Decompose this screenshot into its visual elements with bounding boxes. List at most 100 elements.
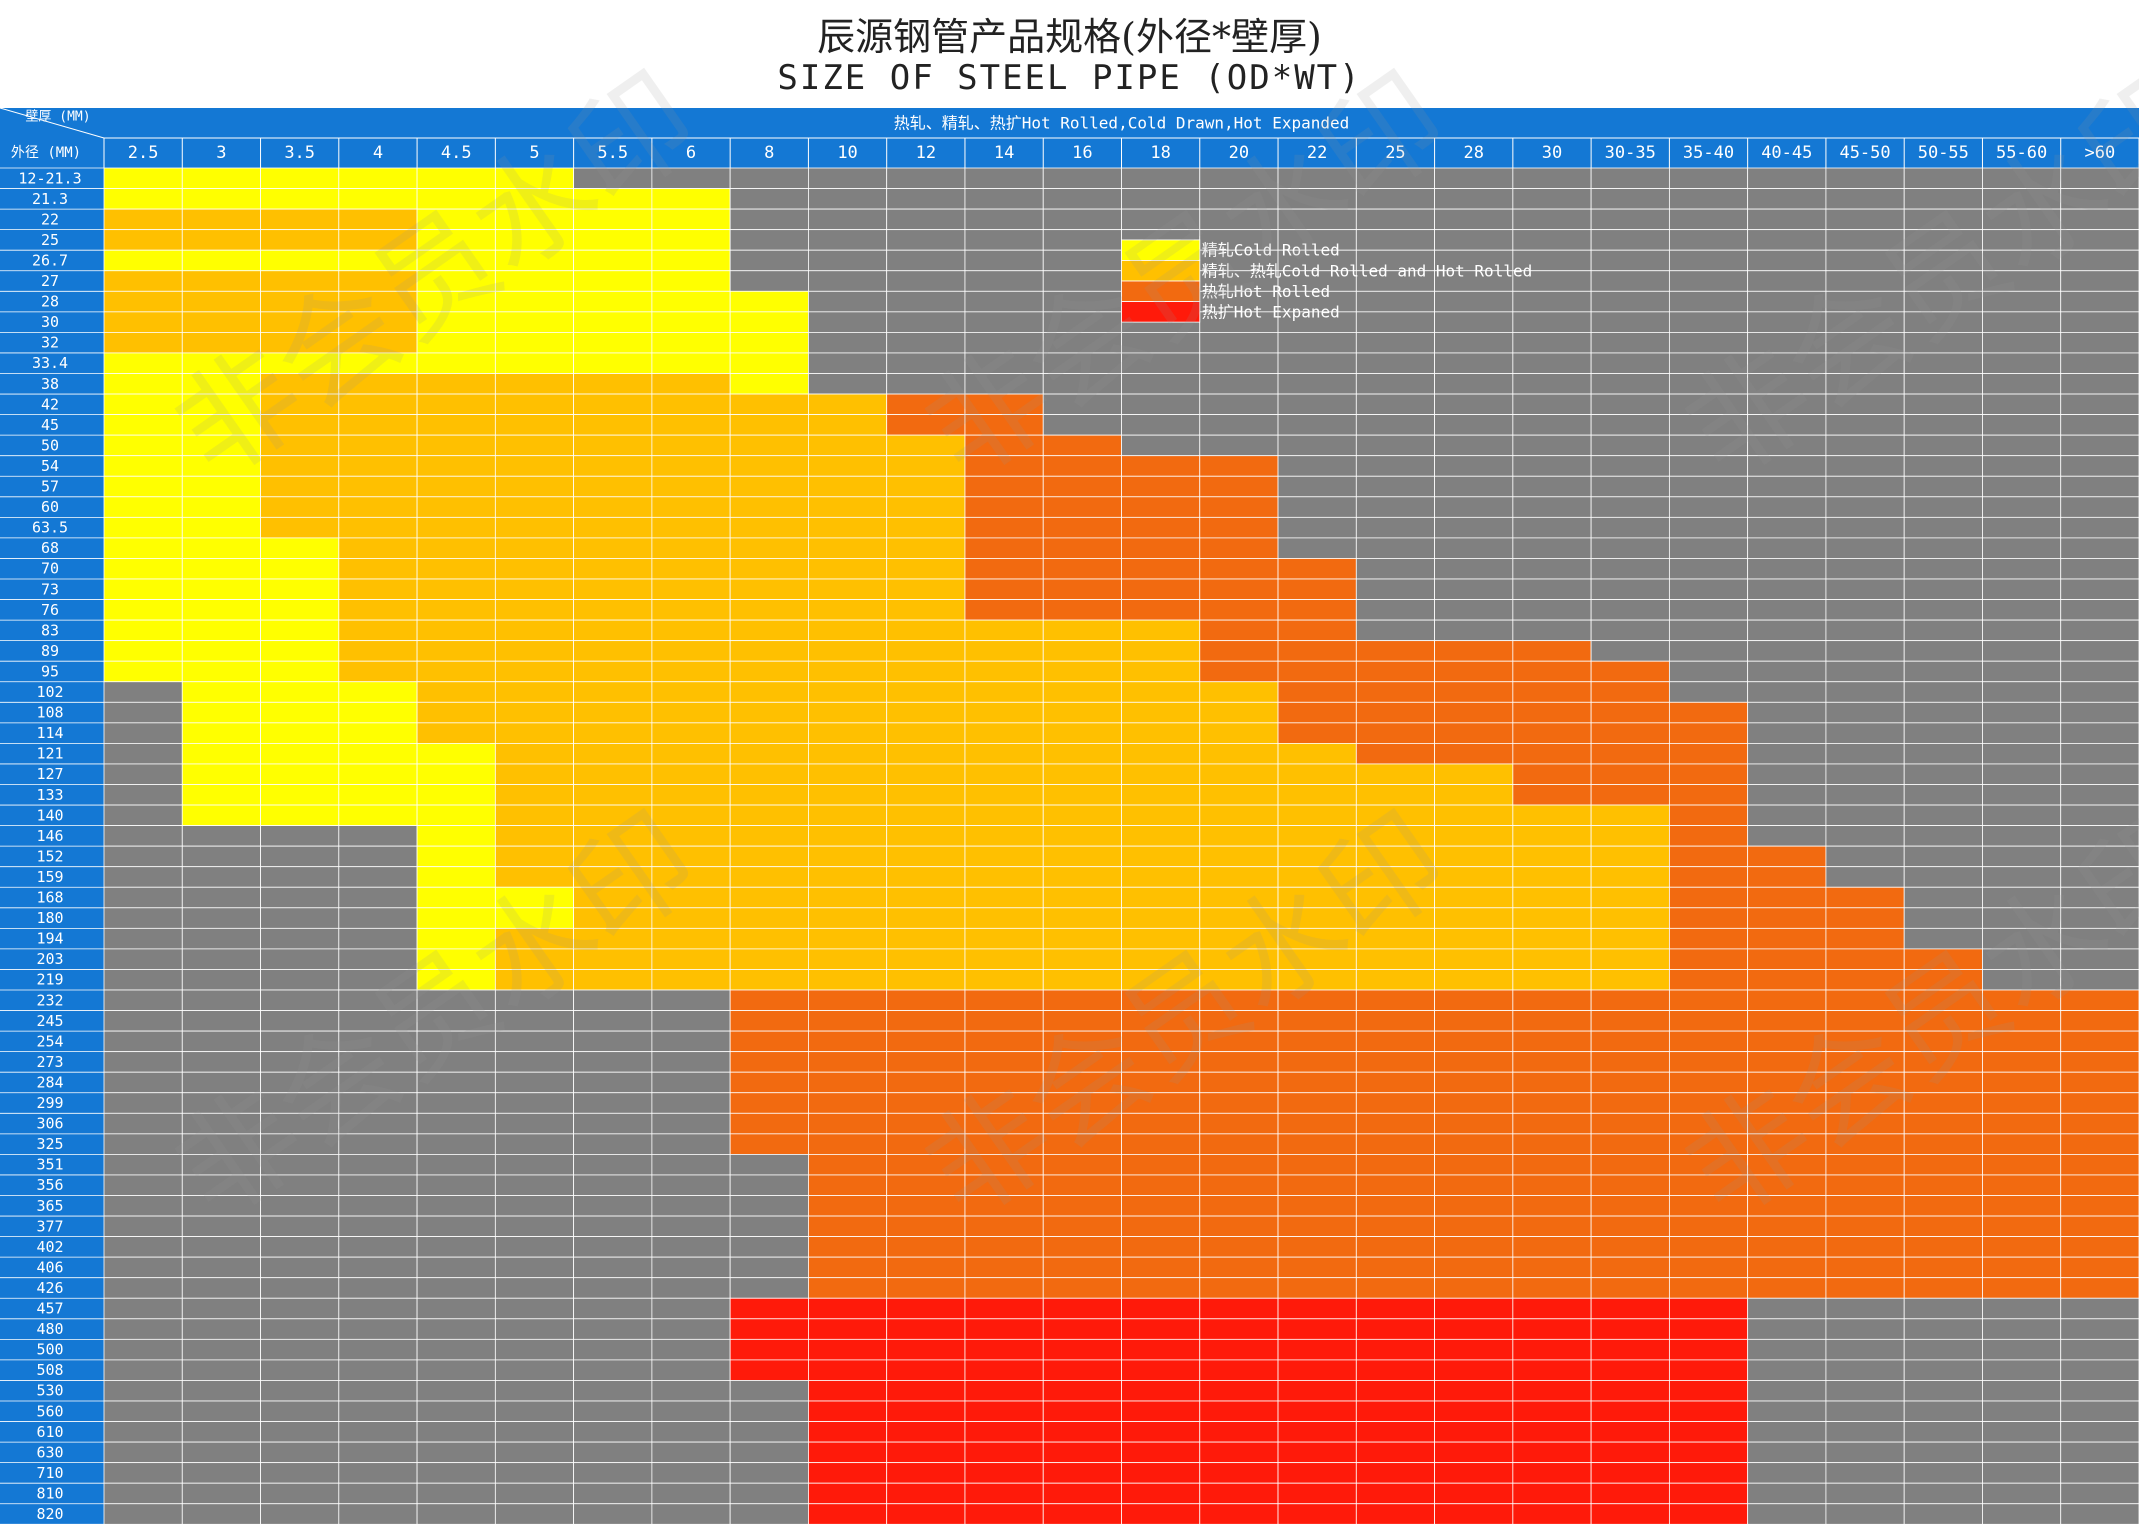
grid-cell [260,249,340,272]
grid-cell [260,907,340,929]
grid-cell [808,681,888,703]
grid-cell [1903,1359,1983,1381]
grid-cell [729,907,809,929]
grid-cell [1668,188,1749,210]
grid-cell [1668,578,1749,600]
grid-cell [260,1277,340,1299]
grid-cell [103,989,183,1011]
grid-cell [573,1256,653,1279]
grid-cell [1277,784,1357,806]
grid-cell [1199,434,1279,457]
grid-cell [808,1380,888,1402]
grid-cell [1747,948,1827,970]
grid-cell [964,290,1044,313]
grid-cell [416,948,496,970]
legend-label: 精轧Cold Rolled [1202,241,1340,260]
grid-cell [1199,578,1279,600]
grid-cell [103,208,183,231]
grid-cell [1042,208,1122,231]
grid-cell [573,537,653,559]
grid-cell [416,167,496,189]
grid-cell [1042,455,1122,477]
grid-cell [1668,1482,1749,1505]
grid-cell [1590,331,1670,354]
grid-cell [1355,1318,1435,1340]
grid-cell [103,1236,183,1258]
grid-cell [886,188,966,210]
grid-cell [729,660,809,683]
grid-cell [1199,886,1279,909]
grid-cell [1042,1277,1122,1299]
grid-cell [1512,763,1592,785]
grid-cell [808,1030,888,1053]
grid-cell [886,845,966,868]
grid-cell [1355,311,1435,333]
grid-cell [964,989,1044,1011]
grid-cell [338,516,418,539]
grid-cell [1982,496,2062,518]
grid-cell [729,743,809,765]
grid-cell [808,1071,888,1094]
grid-cell [2060,1256,2139,1279]
grid-cell [1199,1154,1279,1176]
grid-cell [1121,578,1201,600]
grid-cell [1668,1236,1749,1258]
grid-cell [964,270,1044,292]
grid-cell [181,1359,261,1381]
grid-cell [1042,804,1122,826]
grid-cell [1042,331,1122,354]
grid-cell [1668,1256,1749,1279]
grid-cell [1512,1277,1592,1299]
grid-cell [1668,1133,1749,1155]
row-header: 203 [36,950,63,968]
grid-cell [2060,845,2139,868]
grid-cell [1982,784,2062,806]
grid-cell [416,701,496,724]
grid-cell [1668,1462,1749,1484]
grid-cell [1199,784,1279,806]
grid-cell [103,331,183,354]
grid-cell [1277,1112,1357,1135]
grid-cell [1121,393,1201,415]
grid-cell [1825,270,1905,292]
grid-cell [260,866,340,888]
grid-cell [1277,989,1357,1011]
grid-cell [651,1256,731,1279]
grid-cell [1590,1236,1670,1258]
grid-cell [1042,743,1122,765]
grid-cell [729,270,809,292]
grid-cell [416,393,496,415]
grid-cell [886,373,966,395]
grid-cell [260,208,340,231]
grid-cell [808,516,888,539]
grid-cell [964,1503,1044,1525]
grid-cell [1825,331,1905,354]
grid-cell [1903,948,1983,970]
grid-cell [416,743,496,765]
grid-cell [964,188,1044,210]
grid-cell [1982,1030,2062,1053]
grid-cell [1825,907,1905,929]
grid-cell [886,1503,966,1525]
grid-cell [494,969,575,991]
grid-cell [964,640,1044,662]
grid-cell [494,208,575,231]
grid-cell [1903,660,1983,683]
grid-cell [1512,455,1592,477]
grid-cell [1434,537,1514,559]
grid-cell [1668,1318,1749,1340]
grid-cell [1747,969,1827,991]
grid-cell [1277,886,1357,909]
grid-cell [1277,496,1357,518]
grid-cell [729,845,809,868]
grid-cell [416,825,496,847]
grid-cell [886,825,966,847]
grid-cell [964,434,1044,457]
grid-cell [1668,743,1749,765]
grid-cell [651,948,731,970]
grid-cell [1355,496,1435,518]
grid-cell [573,1441,653,1464]
grid-cell [651,804,731,826]
row-header: 426 [36,1279,63,1297]
grid-cell [808,414,888,436]
